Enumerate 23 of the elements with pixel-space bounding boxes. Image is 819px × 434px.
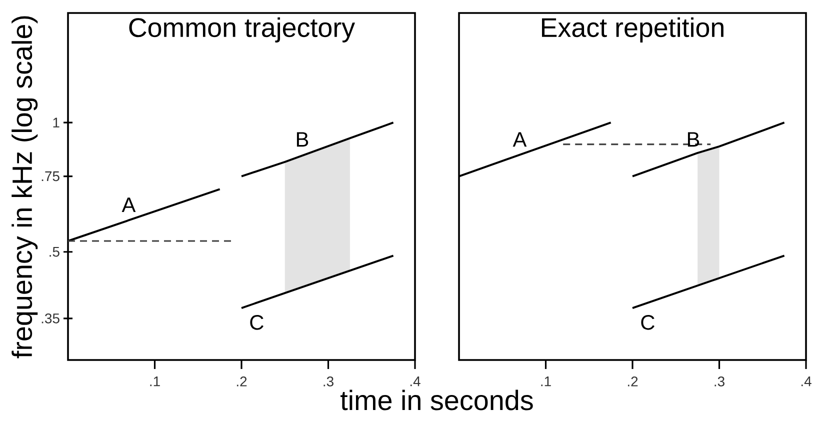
- x-tick-label: .2: [236, 376, 247, 386]
- y-tick-label: 1: [53, 118, 60, 128]
- series-label: C: [641, 315, 654, 330]
- line-series: [240, 122, 394, 178]
- series-label: C: [250, 315, 264, 330]
- y-tick-label: .75: [42, 171, 60, 182]
- y-axis-title: frequency in kHz (log scale): [12, 16, 38, 358]
- x-tick-label: .4: [410, 376, 420, 386]
- x-tick-label: .3: [324, 376, 334, 386]
- x-tick-label: .2: [628, 376, 638, 386]
- x-tick-label: .1: [541, 376, 551, 386]
- series-label: A: [122, 198, 136, 212]
- x-tick-label: .1: [150, 376, 160, 386]
- x-axis-title: time in seconds: [340, 390, 533, 410]
- series-label: A: [512, 132, 527, 147]
- x-tick-label: .4: [801, 376, 812, 386]
- y-tick-label: .5: [50, 247, 60, 257]
- series-label: B: [688, 132, 700, 147]
- series-label: B: [296, 132, 308, 147]
- y-tick-label: .35: [42, 313, 60, 324]
- x-tick-label: .3: [714, 376, 724, 386]
- chart-title: Common trajectory: [129, 17, 356, 42]
- chart-title: Exact repetition: [542, 17, 724, 42]
